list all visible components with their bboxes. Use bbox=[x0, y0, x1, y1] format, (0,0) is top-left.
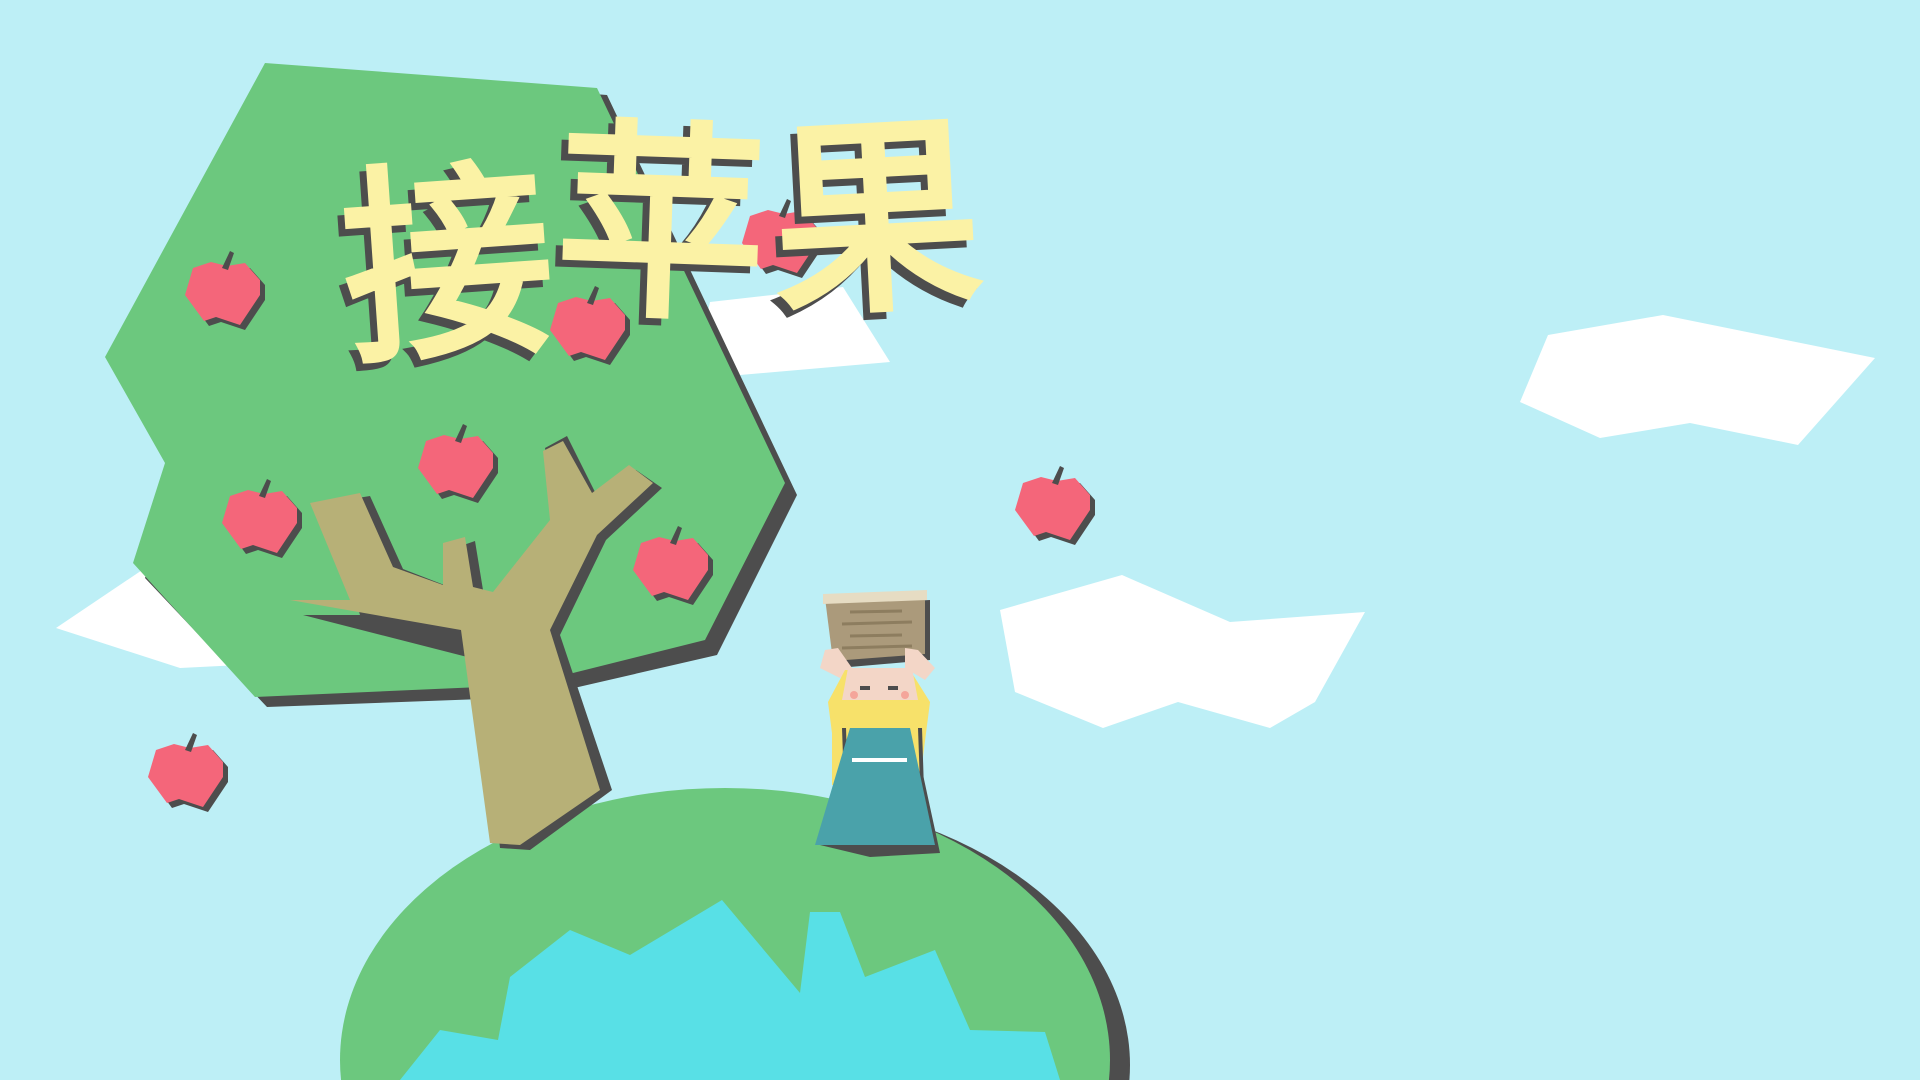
game-title-char: 苹 bbox=[551, 97, 777, 352]
game-title: 接苹果 bbox=[334, 90, 994, 396]
game-title-char: 果 bbox=[765, 89, 995, 348]
planet-water bbox=[400, 900, 1060, 1080]
tree-trunk bbox=[290, 441, 653, 845]
apple-icon bbox=[633, 526, 713, 605]
apple-icon bbox=[148, 733, 228, 812]
cloud-icon bbox=[1520, 315, 1875, 445]
cloud-icon bbox=[1000, 575, 1365, 728]
apple-icon bbox=[1015, 466, 1095, 545]
apple-icon bbox=[742, 199, 822, 278]
cloud-icon bbox=[700, 287, 890, 375]
girl-character-icon bbox=[815, 590, 940, 857]
apple-icon bbox=[550, 286, 630, 365]
apple-icon bbox=[418, 424, 498, 503]
apple-icon bbox=[185, 251, 265, 330]
apple-icon bbox=[222, 479, 302, 558]
game-title-char: 接 bbox=[334, 133, 568, 396]
